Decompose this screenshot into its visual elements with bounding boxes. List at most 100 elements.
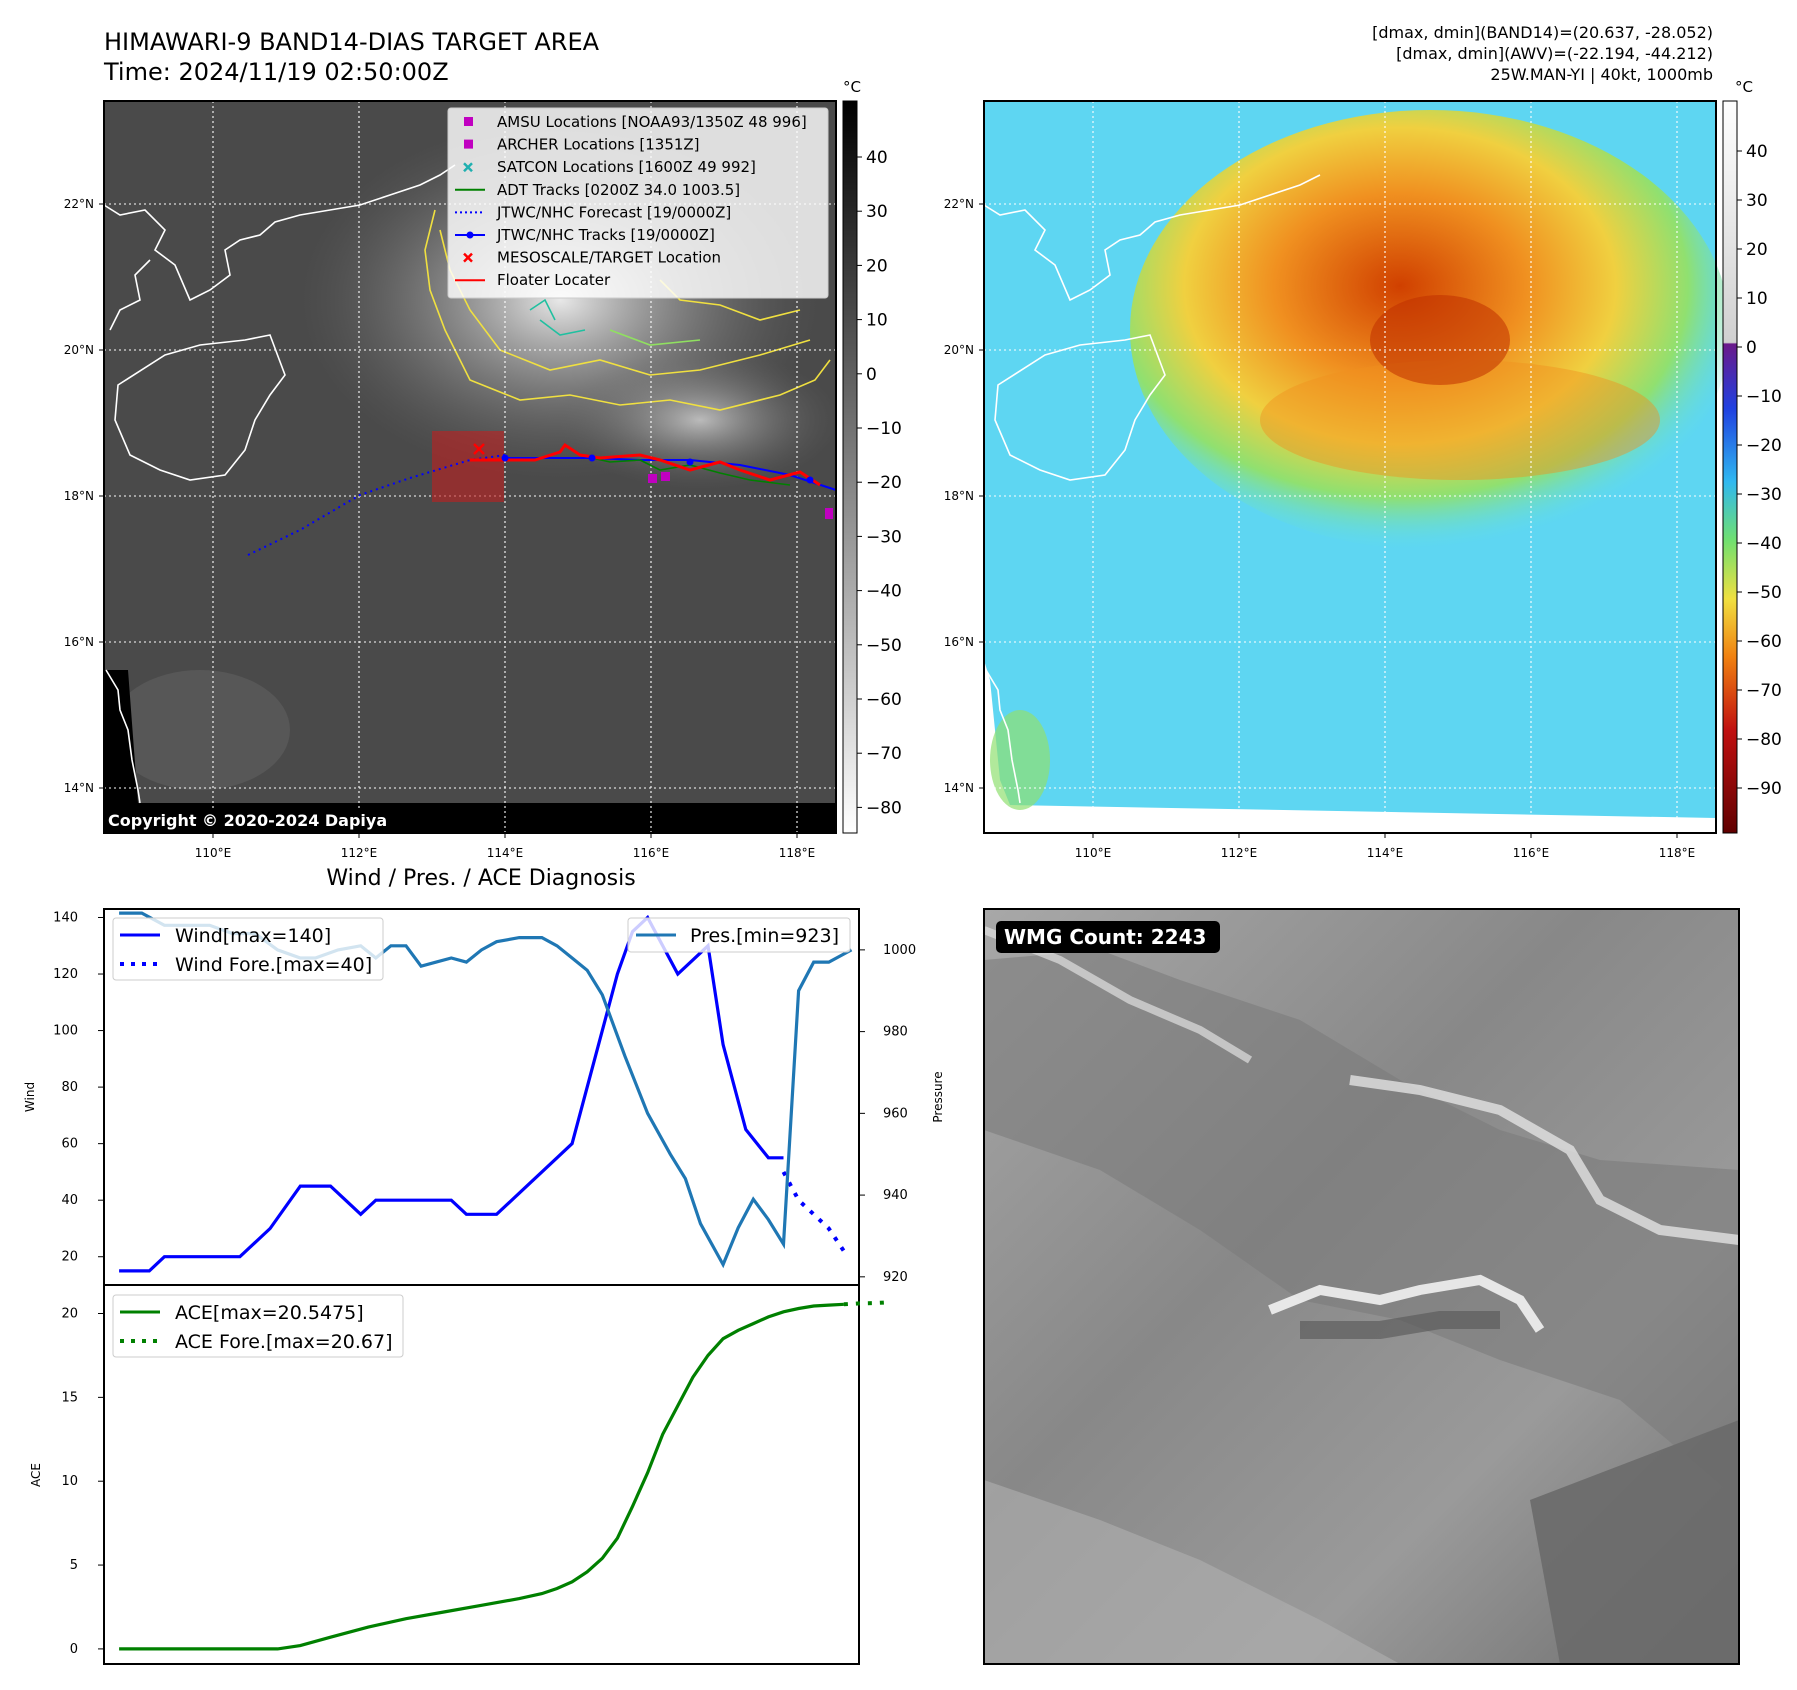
wmg-panel: WMG Count: 2243: [982, 908, 1740, 1665]
jtwc-points: [501, 454, 814, 484]
wind-tick-label: 60: [61, 1137, 78, 1152]
title-line1: HIMAWARI-9 BAND14-DIAS TARGET AREA: [104, 28, 600, 56]
colorbar-right-label: −90: [1746, 779, 1782, 799]
colorbar-left-label: 30: [866, 202, 888, 222]
right-lon-ticks: 110°E 112°E 114°E 116°E 118°E: [1075, 833, 1696, 860]
legend-marker: [463, 252, 473, 263]
colorbar-right-label: 0: [1746, 338, 1757, 358]
colorbar-right-label: −50: [1746, 583, 1782, 603]
right-lat-label: 18°N: [944, 489, 974, 503]
ace-tick-label: 20: [61, 1307, 78, 1322]
pres-legend-label: Pres.[min=923]: [690, 925, 839, 947]
colorbar-left-label: −20: [866, 473, 902, 493]
colorbar-left-label: −60: [866, 690, 902, 710]
info-line3: 25W.MAN-YI | 40kt, 1000mb: [1490, 65, 1713, 84]
colorbar-left-label: −70: [866, 744, 902, 764]
wmg-frame: [983, 908, 1740, 1665]
colorbar-right-label: 30: [1746, 191, 1768, 211]
wind-tick-label: 40: [61, 1193, 78, 1208]
left-lon-ticks: 110°E 112°E 114°E 116°E 118°E: [195, 833, 816, 860]
ace-fore-legend-label: ACE Fore.[max=20.67]: [175, 1331, 393, 1353]
wind-tick-label: 120: [53, 967, 78, 982]
colorbar-left-label: 0: [866, 365, 877, 385]
colorbar-right-label: 10: [1746, 289, 1768, 309]
colorbar-right-label: −60: [1746, 632, 1782, 652]
right-lon-label: 116°E: [1513, 846, 1550, 860]
right-lat-label: 22°N: [944, 197, 974, 211]
left-lat-label: 20°N: [64, 343, 94, 357]
cloud-contours: [424, 209, 831, 411]
right-lat-ticks: 22°N 20°N 18°N 16°N 14°N: [944, 197, 984, 795]
wind-fore-legend-label: Wind Fore.[max=40]: [175, 954, 372, 976]
colorbar-right-label: 40: [1746, 142, 1768, 162]
colorbar-left-label: 20: [866, 256, 888, 276]
colorbar-left-label: 10: [866, 311, 888, 331]
ace-legend: ACE[max=20.5475] ACE Fore.[max=20.67]: [112, 1294, 404, 1358]
colorbar-right-label: 20: [1746, 240, 1768, 260]
colorbar-left-scale: [842, 100, 858, 834]
copyright-text: Copyright © 2020-2024 Dapiya: [108, 811, 387, 830]
colorbar-right-label: −10: [1746, 387, 1782, 407]
wind-tick-label: 100: [53, 1024, 78, 1039]
pressure-tick-label: 960: [883, 1106, 908, 1121]
legend-label: MESOSCALE/TARGET Location: [497, 249, 721, 267]
pressure-tick-label: 980: [883, 1025, 908, 1040]
right-lon-label: 114°E: [1367, 846, 1404, 860]
left-lat-label: 16°N: [64, 635, 94, 649]
info-line2: [dmax, dmin](AWV)=(-22.194, -44.212): [1396, 44, 1713, 63]
left-lon-label: 110°E: [195, 846, 232, 860]
ace-axis-label: ACE: [29, 1463, 43, 1487]
chart-title: Wind / Pres. / ACE Diagnosis: [326, 866, 635, 891]
colorbar-left-label: −50: [866, 636, 902, 656]
wmg-count-label: WMG Count: 2243: [1004, 925, 1206, 949]
right-lat-label: 14°N: [944, 781, 974, 795]
series-ace-line: [119, 1302, 844, 1651]
series-wind-line: [119, 914, 784, 1273]
colorbar-right-label: −40: [1746, 534, 1782, 554]
map-right-frame: [983, 100, 1717, 834]
map-left: AMSU Locations [NOAA93/1350Z 48 996] ARCH…: [64, 100, 840, 860]
pressure-tick-label: 940: [883, 1188, 908, 1203]
colorbar-left-label: −40: [866, 582, 902, 602]
map-left-frame: [103, 100, 837, 834]
ace-legend-label: ACE[max=20.5475]: [175, 1302, 364, 1324]
legend-marker: [466, 231, 474, 239]
coastlines-right: [983, 174, 1321, 804]
title-line2: Time: 2024/11/19 02:50:00Z: [103, 58, 449, 86]
right-lat-label: 16°N: [944, 635, 974, 649]
colorbar-left-label: −80: [866, 798, 902, 818]
legend-label: ADT Tracks [0200Z 34.0 1003.5]: [497, 181, 740, 199]
floater-track: [470, 442, 821, 487]
legend-label: ARCHER Locations [1351Z]: [497, 136, 700, 154]
info-line1: [dmax, dmin](BAND14)=(20.637, -28.052): [1372, 23, 1713, 42]
colorbar-right-unit: °C: [1735, 78, 1753, 96]
wmg-label-box: [996, 921, 1220, 953]
colorbar-left-label: −10: [866, 419, 902, 439]
legend-marker: [463, 162, 473, 173]
forecast-track: [247, 454, 506, 556]
jtwc-track: [505, 457, 837, 491]
legend-label: JTWC/NHC Forecast [19/0000Z]: [496, 203, 731, 221]
left-lat-ticks: 22°N 20°N 18°N 16°N 14°N: [64, 197, 104, 795]
pres-legend: Pres.[min=923]: [627, 917, 851, 953]
legend-label: AMSU Locations [NOAA93/1350Z 48 996]: [497, 113, 807, 131]
legend-label: JTWC/NHC Tracks [19/0000Z]: [496, 226, 715, 244]
adt-track: [591, 457, 791, 486]
series-ace-fore-line: [843, 1300, 890, 1307]
ace-tick-label: 15: [61, 1390, 78, 1405]
ace-tick-label: 5: [70, 1558, 78, 1573]
graticule-right: [984, 101, 1716, 833]
left-lon-label: 118°E: [779, 846, 816, 860]
pressure-axis-label: Pressure: [931, 1071, 945, 1122]
target-marker: [473, 443, 485, 455]
left-lat-label: 14°N: [64, 781, 94, 795]
colorbar-right-label: −80: [1746, 730, 1782, 750]
wind-legend: Wind[max=140] Wind Fore.[max=40]: [112, 917, 384, 981]
diagnosis-chart: Wind / Pres. / ACE Diagnosis 20 40 60 80 100…: [23, 866, 945, 1665]
wind-legend-label: Wind[max=140]: [175, 925, 331, 947]
right-lon-label: 118°E: [1659, 846, 1696, 860]
wind-tick-label: 80: [61, 1080, 78, 1095]
ace-tick-label: 0: [70, 1642, 78, 1657]
wind-axis-label: Wind: [23, 1082, 37, 1112]
